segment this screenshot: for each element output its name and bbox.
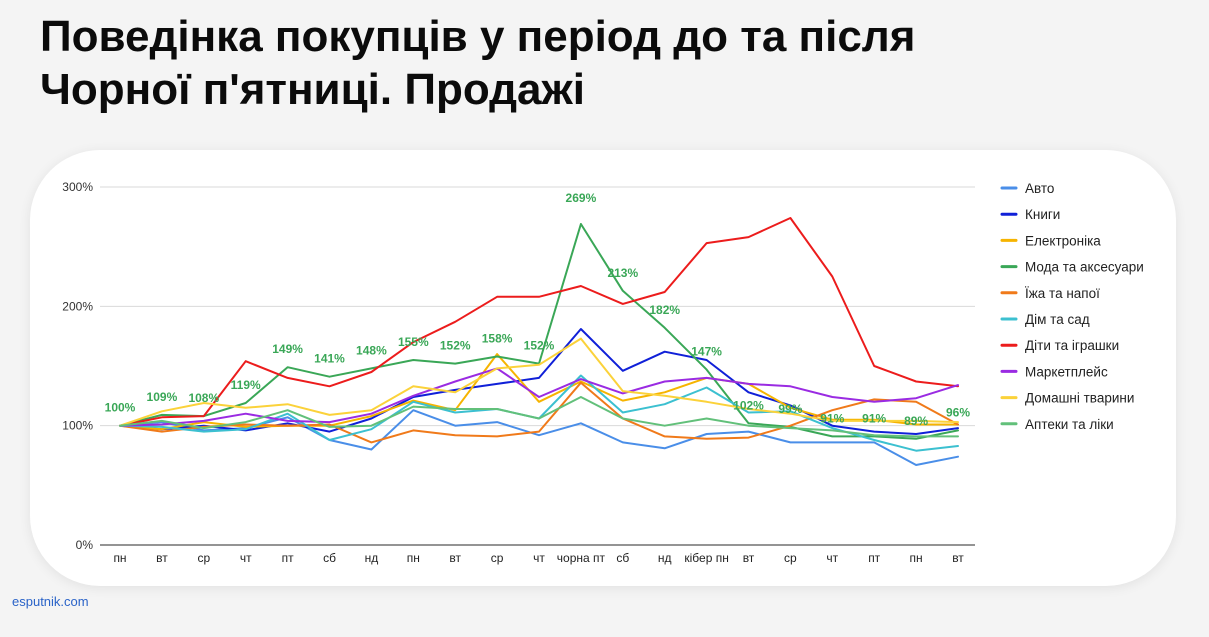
title-line-2: Чорної п'ятниці. Продажі [40, 65, 585, 114]
y-tick-label: 0% [76, 538, 94, 552]
y-tick-label: 200% [62, 299, 93, 313]
series-line [119, 223, 959, 440]
data-label: 158% [482, 331, 513, 345]
x-tick-label: вт [952, 551, 964, 565]
title-line-1: Поведінка покупців у період до та після [40, 12, 916, 61]
chart-card [30, 150, 1176, 586]
x-tick-label: пн [910, 551, 923, 565]
data-label: 102% [733, 398, 764, 412]
x-tick-label: пн [407, 551, 420, 565]
page-title: Поведінка покупців у період до та після … [40, 10, 1160, 116]
legend-label: Мода та аксесуари [1025, 260, 1144, 275]
series-line [119, 367, 959, 427]
x-tick-label: ср [491, 551, 504, 565]
x-tick-label: кібер пн [684, 551, 728, 565]
y-tick-labels: 0% 100% 200% 300% [62, 180, 93, 552]
x-tick-label: чорна пт [557, 551, 606, 565]
series-lines [119, 217, 959, 466]
data-label: 182% [649, 303, 680, 317]
data-labels: 100% 109% 108% 119% 149% 141% 148% 155% 152% 158%… [105, 191, 971, 428]
data-label: 148% [356, 343, 387, 357]
data-label: 155% [398, 335, 429, 349]
x-tick-label: ср [784, 551, 797, 565]
data-label: 269% [566, 191, 597, 205]
grid-lines [100, 186, 975, 546]
legend-label: Діти та іграшки [1025, 338, 1119, 353]
x-tick-label: пт [282, 551, 294, 565]
x-tick-label: вт [449, 551, 461, 565]
data-label: 152% [440, 339, 471, 353]
data-label: 99% [778, 402, 802, 416]
legend-label: Дім та сад [1025, 312, 1090, 327]
data-label: 91% [862, 411, 886, 425]
x-tick-label: вт [743, 551, 755, 565]
x-tick-label: сб [323, 551, 336, 565]
series-line [119, 337, 959, 427]
x-tick-label: пн [113, 551, 126, 565]
data-label: 149% [272, 342, 303, 356]
series-line [119, 217, 959, 427]
legend-label: Маркетплейс [1025, 364, 1108, 379]
x-tick-label: чт [240, 551, 252, 565]
data-label: 147% [691, 345, 722, 359]
x-tick-labels: пн вт ср чт пт сб нд пн вт ср чт чорна пт сб нд кібер … [113, 551, 964, 565]
legend: Авто Книги Електроніка Мода та аксесуари Їжа… [1000, 181, 1144, 432]
data-label: 89% [904, 414, 928, 428]
data-label: 141% [314, 352, 345, 366]
data-label: 119% [231, 378, 261, 392]
legend-label: Авто [1025, 181, 1054, 196]
data-label: 213% [607, 266, 638, 280]
data-label: 96% [946, 405, 970, 419]
y-tick-label: 300% [62, 180, 93, 194]
y-tick-label: 100% [62, 419, 93, 433]
legend-label: Книги [1025, 207, 1060, 222]
legend-label: Їжа та напої [1025, 286, 1100, 301]
data-label: 100% [105, 401, 136, 415]
data-label: 108% [188, 391, 219, 405]
x-tick-label: сб [616, 551, 629, 565]
data-label: 109% [147, 390, 178, 404]
legend-label: Домашні тварини [1025, 391, 1134, 406]
data-label: 152% [524, 339, 555, 353]
x-tick-label: чт [533, 551, 545, 565]
x-tick-label: ср [197, 551, 210, 565]
x-tick-label: вт [156, 551, 168, 565]
series-line [119, 396, 959, 438]
legend-label: Електроніка [1025, 233, 1101, 248]
data-label: 91% [820, 411, 844, 425]
legend-label: Аптеки та ліки [1025, 417, 1114, 432]
x-tick-label: чт [826, 551, 838, 565]
x-tick-label: нд [365, 551, 379, 565]
x-tick-label: пт [868, 551, 880, 565]
x-tick-label: нд [658, 551, 672, 565]
footer-brand: esputnik.com [12, 594, 89, 609]
